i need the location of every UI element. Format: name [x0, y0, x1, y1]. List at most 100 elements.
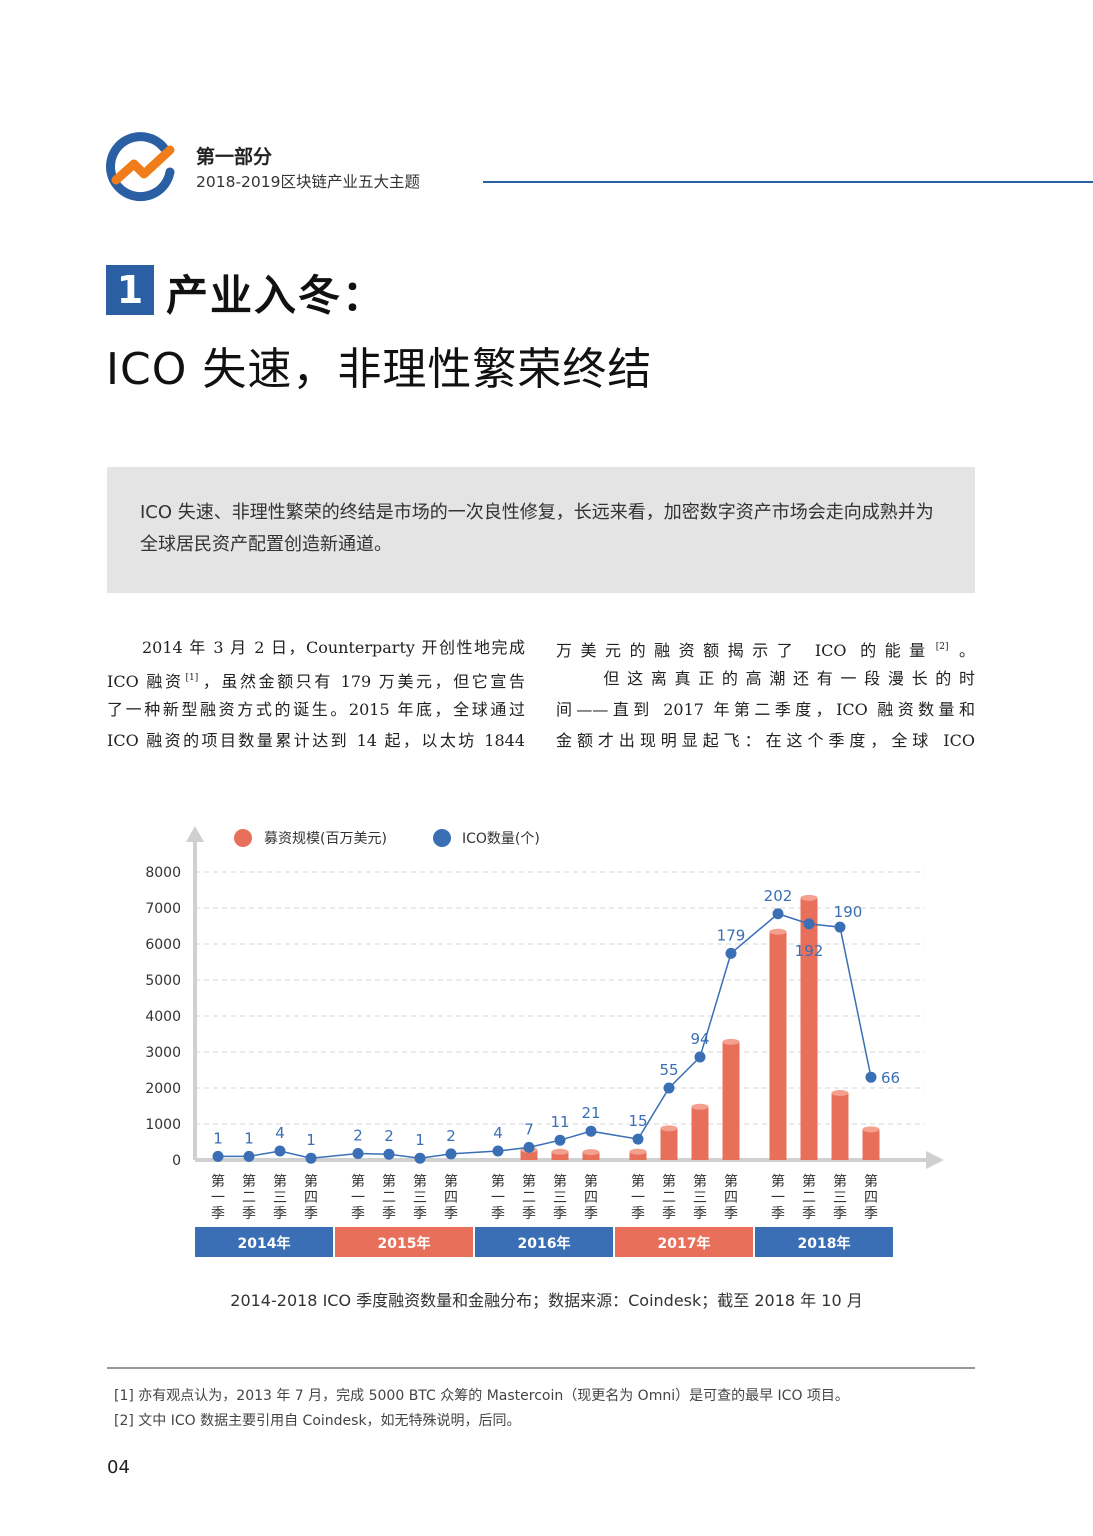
bar-cap [551, 1148, 569, 1155]
y-tick-label: 0 [172, 1153, 181, 1169]
y-tick-label: 6000 [145, 937, 181, 953]
quarter-label-char: 一 [211, 1190, 225, 1206]
quarter-label-char: 三 [833, 1190, 847, 1206]
footnote-ref[interactable]: [1] [185, 673, 199, 683]
y-axis-arrow [186, 826, 204, 842]
ico-count-label: 192 [795, 942, 824, 960]
ico-count-label: 1 [415, 1131, 425, 1149]
quarter-label-char: 第 [802, 1173, 816, 1190]
quarter-label-char: 第 [382, 1173, 396, 1190]
legend-line-label: ICO数量(个) [462, 831, 540, 847]
bar [722, 1041, 740, 1160]
quarter-label-char: 季 [211, 1206, 225, 1222]
ico-chart: 0 1000 2000 3000 4000 5000 6000 7000 8000 募资规模(百万… [145, 826, 944, 1257]
ico-count-point [523, 1141, 535, 1153]
quarter-label-char: 季 [522, 1206, 536, 1222]
ico-count-point [352, 1148, 364, 1160]
quarter-label-char: 季 [693, 1206, 707, 1222]
footnote-ref[interactable]: [2] [935, 642, 949, 652]
left-body-line: 了一种新型融资方式的诞生。2015 年底，全球通过 [107, 700, 525, 719]
legend-bar-label: 募资规模(百万美元) [264, 831, 387, 847]
bar [660, 1128, 678, 1160]
ico-count-point [663, 1082, 675, 1094]
y-tick-label: 1000 [145, 1117, 181, 1133]
year-label: 2014年 [238, 1235, 291, 1252]
quarter-label-char: 季 [724, 1206, 738, 1222]
ico-count-point [803, 918, 815, 930]
body-column-right: 万美元的融资额揭示了 ICO 的能量 [2]。 但这离真正的高潮还有一段漫长的时间… [556, 632, 975, 756]
ico-count-label: 7 [524, 1120, 534, 1138]
quarter-label-char: 一 [771, 1190, 785, 1206]
footnote-rule [107, 1367, 975, 1369]
footnote-2: [2] 文中 ICO 数据主要引用自 Coindesk，如无特殊说明，后同。 [114, 1413, 521, 1429]
quarter-label-char: 第 [724, 1173, 738, 1190]
right-body-line: 万美元的融资额揭示了 ICO 的能量 [2]。 [556, 641, 975, 660]
ico-count-point [383, 1148, 395, 1160]
bar [629, 1151, 647, 1160]
ico-count-label: 1 [213, 1129, 223, 1147]
ico-count-point [414, 1152, 426, 1164]
ico-count-label: 4 [275, 1124, 285, 1142]
quarter-label-char: 第 [584, 1173, 598, 1190]
bar [582, 1152, 600, 1160]
quarter-label-char: 季 [491, 1206, 505, 1222]
bar [862, 1129, 880, 1160]
ico-count-line [218, 912, 872, 1159]
quarter-label-char: 季 [444, 1206, 458, 1222]
chapter-title: 产业入冬： [166, 271, 387, 320]
quarter-label-char: 三 [413, 1190, 427, 1206]
ico-count-point [834, 921, 846, 933]
quarter-label-char: 季 [584, 1206, 598, 1222]
left-body-line: 2014 年 3 月 2 日，Counterparty 开创性地完成 [107, 638, 525, 657]
year-box [195, 1227, 333, 1257]
right-body-line: 但这离真正的高潮还有一段漫长的时 [556, 669, 975, 688]
quarter-label-char: 季 [833, 1206, 847, 1222]
year-box [615, 1227, 753, 1257]
quarter-label-char: 第 [833, 1173, 847, 1190]
year-label: 2017年 [658, 1235, 711, 1252]
bar-cap [660, 1125, 678, 1132]
quarter-label-char: 季 [242, 1206, 256, 1222]
ico-count-label: 2 [446, 1127, 456, 1145]
page-number: 04 [107, 1457, 130, 1478]
quarter-label-char: 季 [413, 1206, 427, 1222]
ico-count-label: 15 [628, 1112, 647, 1130]
y-tick-label: 4000 [145, 1009, 181, 1025]
bar-cap [582, 1149, 600, 1156]
year-box [755, 1227, 893, 1257]
bar [520, 1149, 538, 1160]
quarter-label-char: 第 [693, 1173, 707, 1190]
quarter-label-char: 三 [693, 1190, 707, 1206]
legend-line-swatch [433, 829, 451, 847]
year-box [475, 1227, 613, 1257]
ico-count-point [492, 1145, 504, 1157]
quarter-label-char: 第 [553, 1173, 567, 1190]
quarter-label-char: 季 [553, 1206, 567, 1222]
bar-cap [862, 1126, 880, 1133]
header-rule [483, 181, 1093, 183]
quarter-label-char: 四 [584, 1190, 598, 1206]
ico-count-label: 2 [384, 1127, 394, 1145]
ico-count-label: 94 [690, 1030, 709, 1048]
section-title: 第一部分 [196, 146, 273, 168]
bar [800, 897, 818, 1160]
quarter-label-char: 四 [304, 1190, 318, 1206]
ico-count-label: 55 [659, 1061, 678, 1079]
quarter-label-char: 二 [802, 1190, 816, 1206]
legend-bar-swatch [234, 829, 252, 847]
ico-count-point [212, 1150, 224, 1162]
ico-count-label: 202 [764, 887, 793, 905]
y-tick-label: 3000 [145, 1045, 181, 1061]
y-tick-label: 2000 [145, 1081, 181, 1097]
quarter-label-char: 第 [771, 1173, 785, 1190]
body-column-left: 2014 年 3 月 2 日，Counterparty 开创性地完成 ICO 融资… [107, 632, 525, 756]
year-box [335, 1227, 473, 1257]
logo-icon [106, 132, 175, 202]
quarter-label-char: 四 [724, 1190, 738, 1206]
quarter-label-char: 二 [242, 1190, 256, 1206]
ico-count-point [305, 1152, 317, 1164]
quarter-label-char: 一 [631, 1190, 645, 1206]
bar-cap [800, 894, 818, 901]
ico-count-point [274, 1145, 286, 1157]
y-tick-label: 5000 [145, 973, 181, 989]
